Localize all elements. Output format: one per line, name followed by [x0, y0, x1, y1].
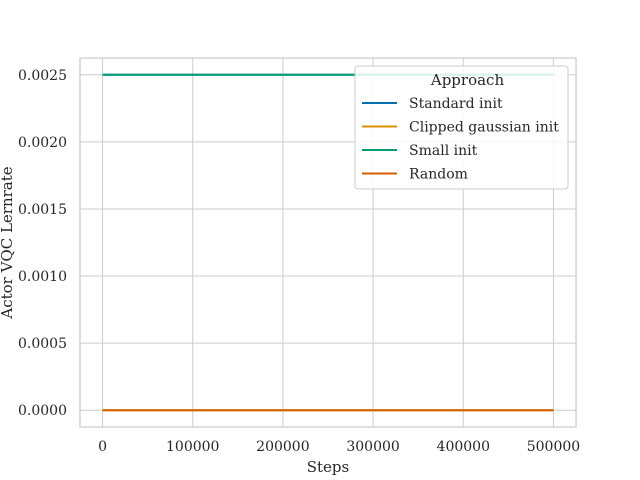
y-tick-label: 0.0000 — [18, 403, 67, 419]
y-tick-label: 0.0020 — [18, 135, 67, 151]
legend-label: Random — [409, 167, 468, 183]
y-axis-label: Actor VQC Lernrate — [0, 166, 16, 319]
plot-frame — [79, 57, 577, 428]
y-tick-label: 0.0025 — [18, 68, 67, 84]
x-tick-label: 300000 — [346, 439, 399, 455]
x-tick-label: 400000 — [437, 439, 490, 455]
y-tick-label: 0.0015 — [18, 202, 67, 218]
x-tick-label: 100000 — [166, 439, 219, 455]
legend: Approach Standard init Clipped gaussian i… — [354, 65, 569, 190]
legend-title: Approach — [430, 71, 505, 89]
x-tick-label: 200000 — [256, 439, 309, 455]
legend-box — [354, 65, 569, 190]
legend-label: Small init — [409, 143, 478, 159]
x-tick-label: 0 — [98, 439, 107, 455]
legend-items: Standard init Clipped gaussian init Small … — [362, 96, 559, 183]
legend-label: Clipped gaussian init — [409, 120, 559, 136]
x-axis-ticks: 0 100000 200000 300000 400000 500000 — [98, 439, 580, 455]
y-axis-ticks: 0.0000 0.0005 0.0010 0.0015 0.0020 0.0025 — [18, 68, 67, 419]
y-tick-label: 0.0010 — [18, 269, 67, 285]
y-tick-label: 0.0005 — [18, 336, 67, 352]
legend-label: Standard init — [409, 96, 503, 112]
x-axis-label: Steps — [307, 458, 349, 476]
x-tick-label: 500000 — [527, 439, 580, 455]
